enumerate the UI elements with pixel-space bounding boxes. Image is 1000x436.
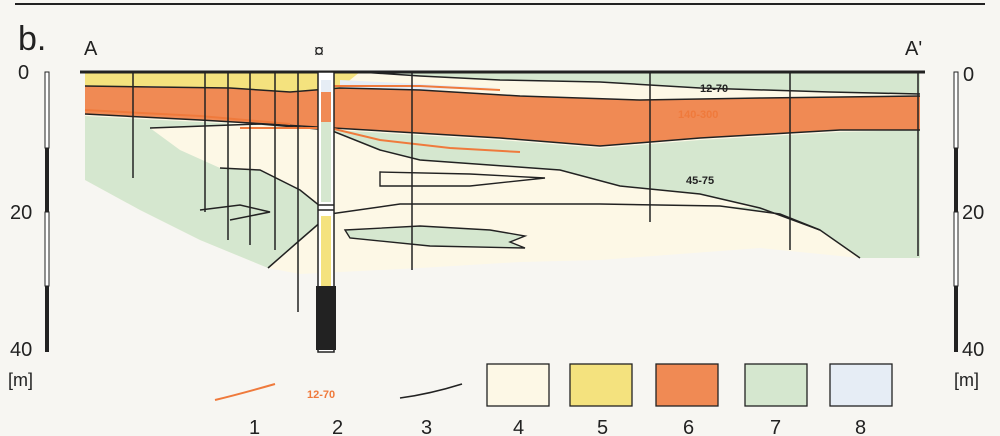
legend-num-6: 6 <box>683 417 694 436</box>
scale-segment-white-1 <box>953 71 959 149</box>
legend-black-line-sample <box>399 383 463 399</box>
legend-swatch-8 <box>829 363 893 407</box>
boreholes <box>132 72 919 312</box>
legend-num-1: 1 <box>249 417 260 436</box>
legend-sample-text: 12-70 <box>307 389 335 401</box>
well-segment-blue <box>321 80 331 92</box>
depth-scale-left: 0 20 40 [m] <box>8 62 50 390</box>
depth-tick-0: 0 <box>18 62 29 84</box>
zone-label-green: 45-75 <box>686 175 714 187</box>
legend-swatch-5 <box>569 363 633 407</box>
boundary-left-wedge <box>219 167 332 269</box>
legend-num-4: 4 <box>513 417 524 436</box>
well-symbol: ¤ <box>314 41 324 61</box>
figure-label: b. <box>18 20 46 58</box>
boundary-lens-lower <box>329 203 821 231</box>
layer-green-top <box>360 72 920 94</box>
orange-line-top <box>330 85 501 91</box>
scale-segment-black-1 <box>45 148 49 212</box>
depth-unit: [m] <box>954 370 979 390</box>
layer-green-lens <box>343 225 528 249</box>
legend-num-7: 7 <box>770 417 781 436</box>
well-segment-orange <box>321 92 331 122</box>
layer-yellow-top <box>85 72 360 92</box>
legend: 12-70 1 2 3 4 5 6 7 8 <box>214 363 893 436</box>
zone-label-orange: 140-300 <box>678 109 718 121</box>
legend-num-8: 8 <box>855 417 866 436</box>
main-well-column <box>316 71 336 353</box>
legend-swatch-6 <box>655 363 719 407</box>
depth-tick-40: 40 <box>10 339 32 361</box>
depth-tick-40: 40 <box>962 339 984 361</box>
legend-swatch-7 <box>744 363 808 407</box>
depth-tick-20: 20 <box>962 202 984 224</box>
depth-tick-0: 0 <box>963 64 974 86</box>
section-end-label: A' <box>905 38 922 60</box>
zone-label-top: 12-70 <box>700 83 728 95</box>
depth-unit: [m] <box>8 370 33 390</box>
scale-segment-black-1 <box>954 148 958 212</box>
scale-segment-white-1 <box>44 71 50 149</box>
well-segment-screen <box>316 286 336 350</box>
boundary-orange-bottom <box>84 113 920 147</box>
scale-segment-white-2 <box>953 211 959 287</box>
legend-num-3: 3 <box>421 417 432 436</box>
legend-swatch-4 <box>486 363 550 407</box>
layer-sand-tongue <box>379 171 546 187</box>
stratigraphy <box>85 72 920 274</box>
orange-line-left <box>84 109 291 125</box>
scale-segment-white-2 <box>44 211 50 287</box>
legend-num-5: 5 <box>597 417 608 436</box>
scale-segment-black-2 <box>45 286 49 352</box>
scale-segment-black-2 <box>954 286 958 352</box>
section-start-label: A <box>84 38 98 60</box>
well-segment-yellow <box>321 216 331 286</box>
boundary-top-green <box>359 71 921 95</box>
orange-line-lower <box>240 127 521 153</box>
well-segment-green <box>321 122 331 202</box>
orange-markers <box>84 85 521 153</box>
legend-num-2: 2 <box>332 417 343 436</box>
depth-scale-right: 0 20 40 [m] <box>953 64 984 390</box>
legend-orange-line-sample <box>214 383 276 401</box>
depth-tick-20: 20 <box>10 202 32 224</box>
layer-orange-band <box>85 86 920 146</box>
